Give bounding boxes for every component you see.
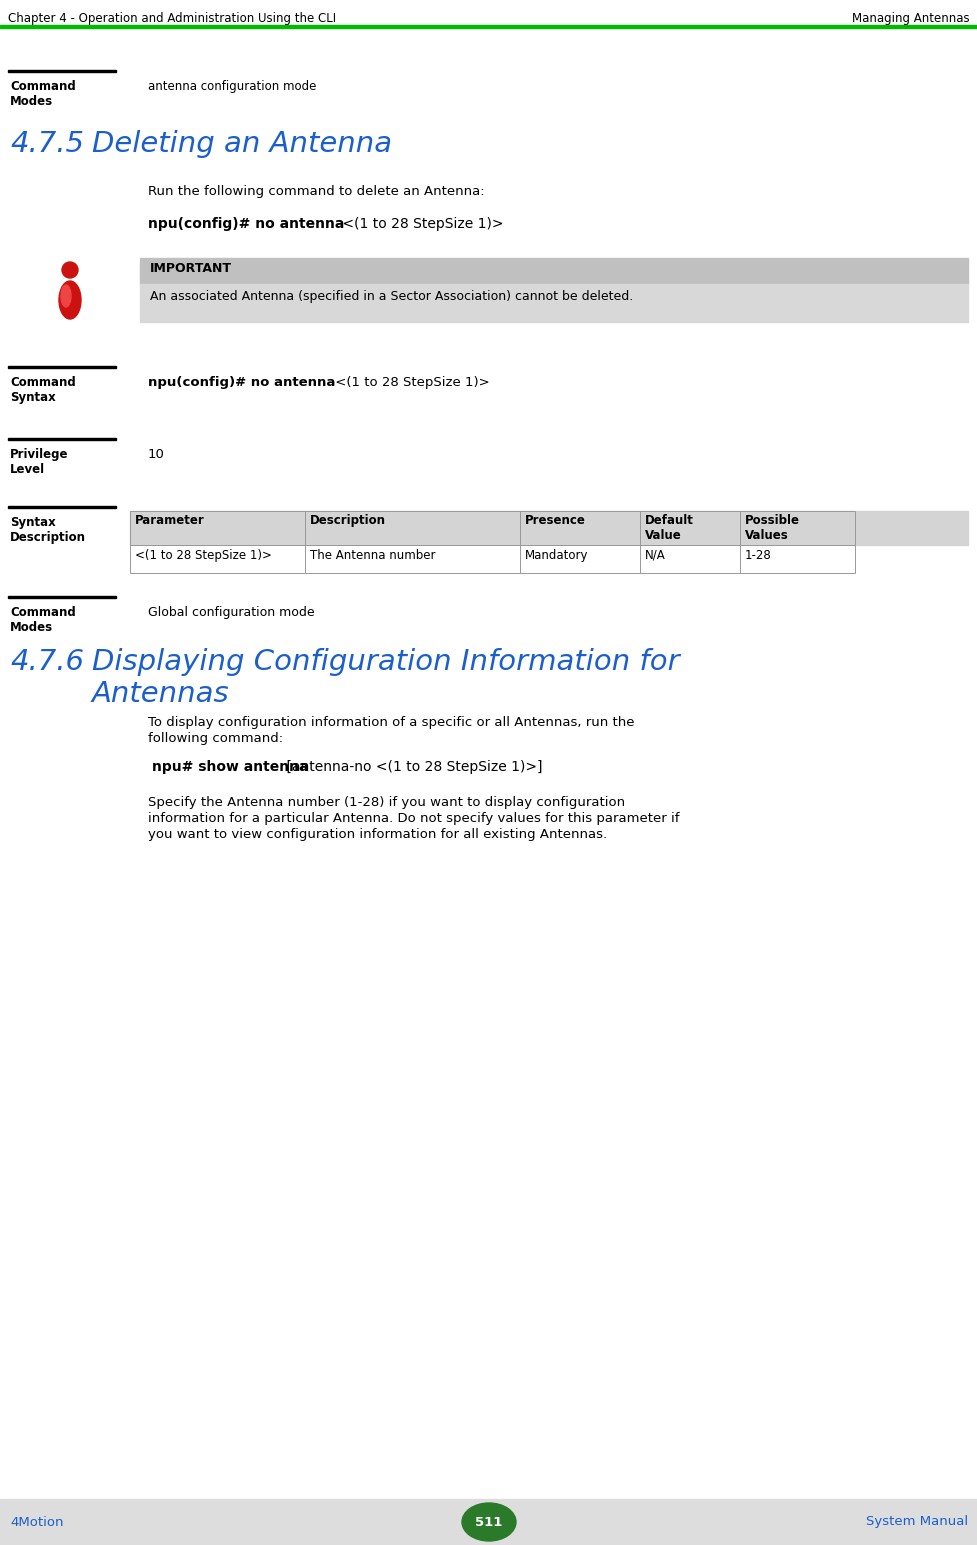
Text: Privilege: Privilege <box>10 448 68 460</box>
Text: IMPORTANT: IMPORTANT <box>149 263 232 275</box>
Ellipse shape <box>461 1503 516 1540</box>
Ellipse shape <box>59 281 81 318</box>
Text: [antenna-no <(1 to 28 StepSize 1)>]: [antenna-no <(1 to 28 StepSize 1)>] <box>281 760 542 774</box>
Bar <box>520 545 639 573</box>
Text: 511: 511 <box>475 1516 502 1528</box>
Bar <box>8 596 116 598</box>
Circle shape <box>62 263 78 278</box>
Text: antenna configuration mode: antenna configuration mode <box>148 80 316 93</box>
Bar <box>140 284 967 321</box>
Text: Default
Value: Default Value <box>645 514 693 542</box>
Bar <box>740 545 854 573</box>
Text: Parameter: Parameter <box>135 514 204 527</box>
Text: To display configuration information of a specific or all Antennas, run the: To display configuration information of … <box>148 715 634 729</box>
Text: npu# show antenna: npu# show antenna <box>151 760 308 774</box>
Text: Presence: Presence <box>525 514 585 527</box>
Text: <(1 to 28 StepSize 1)>: <(1 to 28 StepSize 1)> <box>135 548 272 562</box>
Bar <box>130 545 305 573</box>
Text: Run the following command to delete an Antenna:: Run the following command to delete an A… <box>148 185 485 198</box>
Bar <box>0 25 977 28</box>
Text: 10: 10 <box>148 448 165 460</box>
Bar <box>0 1499 977 1545</box>
Text: npu(config)# no antenna: npu(config)# no antenna <box>148 375 335 389</box>
Bar <box>130 511 967 545</box>
Text: 4Motion: 4Motion <box>10 1516 64 1528</box>
Text: Mandatory: Mandatory <box>525 548 588 562</box>
Text: <(1 to 28 StepSize 1)>: <(1 to 28 StepSize 1)> <box>330 375 489 389</box>
Bar <box>140 258 967 284</box>
Text: Syntax: Syntax <box>10 516 56 528</box>
Text: Command: Command <box>10 80 75 93</box>
Text: Deleting an Antenna: Deleting an Antenna <box>92 130 392 158</box>
Bar <box>130 511 305 545</box>
Text: Possible
Values: Possible Values <box>744 514 799 542</box>
Text: Antennas: Antennas <box>92 680 230 708</box>
Bar <box>8 70 116 73</box>
Bar <box>639 511 740 545</box>
Text: Modes: Modes <box>10 621 53 633</box>
Text: you want to view configuration information for all existing Antennas.: you want to view configuration informati… <box>148 828 607 840</box>
Text: 1-28: 1-28 <box>744 548 771 562</box>
Text: Level: Level <box>10 464 45 476</box>
Bar <box>305 511 520 545</box>
Ellipse shape <box>61 284 71 307</box>
Text: Description: Description <box>310 514 386 527</box>
Bar <box>8 507 116 508</box>
Bar <box>520 511 639 545</box>
Text: <(1 to 28 StepSize 1)>: <(1 to 28 StepSize 1)> <box>338 216 503 232</box>
Bar <box>8 366 116 368</box>
Text: Command: Command <box>10 375 75 389</box>
Text: Global configuration mode: Global configuration mode <box>148 606 315 620</box>
Bar <box>8 437 116 440</box>
Text: Chapter 4 - Operation and Administration Using the CLI: Chapter 4 - Operation and Administration… <box>8 12 336 25</box>
Text: Managing Antennas: Managing Antennas <box>852 12 969 25</box>
Text: Description: Description <box>10 531 86 544</box>
Text: The Antenna number: The Antenna number <box>310 548 435 562</box>
Bar <box>305 545 520 573</box>
Bar <box>639 545 740 573</box>
Text: 4.7.6: 4.7.6 <box>10 647 84 677</box>
Text: 4.7.5: 4.7.5 <box>10 130 84 158</box>
Text: Command: Command <box>10 606 75 620</box>
Bar <box>740 511 854 545</box>
Text: System Manual: System Manual <box>865 1516 967 1528</box>
Text: Modes: Modes <box>10 94 53 108</box>
Text: Specify the Antenna number (1-28) if you want to display configuration: Specify the Antenna number (1-28) if you… <box>148 796 624 810</box>
Text: npu(config)# no antenna: npu(config)# no antenna <box>148 216 344 232</box>
Text: Displaying Configuration Information for: Displaying Configuration Information for <box>92 647 679 677</box>
Text: Syntax: Syntax <box>10 391 56 403</box>
Text: N/A: N/A <box>645 548 665 562</box>
Text: information for a particular Antenna. Do not specify values for this parameter i: information for a particular Antenna. Do… <box>148 813 679 825</box>
Text: following command:: following command: <box>148 732 282 745</box>
Text: An associated Antenna (specified in a Sector Association) cannot be deleted.: An associated Antenna (specified in a Se… <box>149 290 632 303</box>
